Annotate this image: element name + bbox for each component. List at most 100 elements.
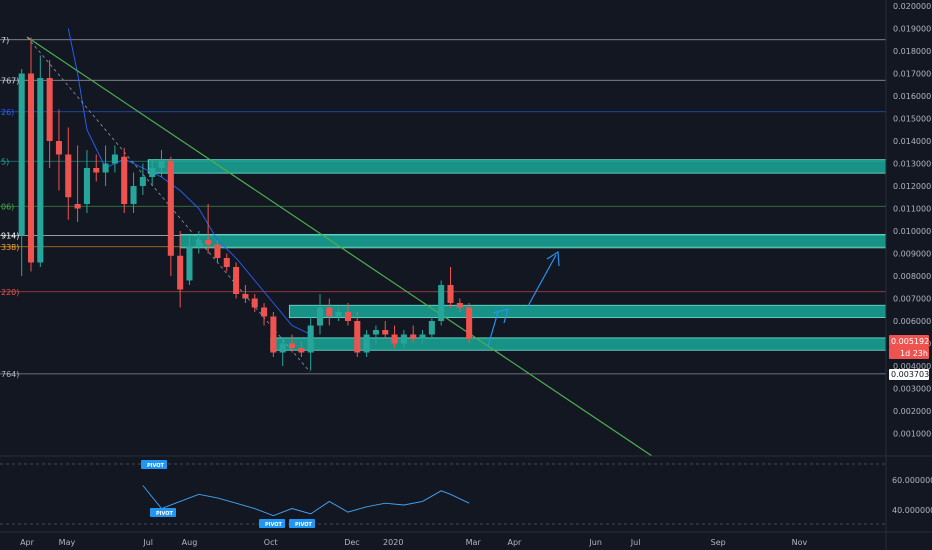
price-tick-label: 0.003000 [893,385,931,394]
price-tick-label: 0.008000 [893,272,931,281]
pivot-label-4: PIVOT [295,522,313,528]
candle-body [363,334,370,353]
price-tick-label: 0.012000 [893,182,931,191]
candle-body [372,330,379,335]
price-zone [147,159,887,174]
countdown-label: 1d 23h [900,349,928,358]
candle-body [270,316,277,353]
candle-body [447,285,454,303]
pivot-label-3: PIVOT [265,522,283,528]
candle-body [391,334,398,344]
price-zone [270,337,887,351]
fib-level-label: 764) [1,370,19,379]
candle-body [186,246,193,281]
candle-body [111,154,118,164]
pivot-marker-1 [141,460,167,469]
candle-body [205,240,212,245]
candle-body [288,343,296,348]
candle-body [121,156,128,204]
candle-body [214,244,221,258]
projection-arrows[interactable] [487,250,560,347]
candle-body [466,307,473,339]
candle-body [261,307,268,317]
candle-body [167,161,174,256]
time-tick-label: Dec [344,538,359,547]
time-tick-label: Jul [142,538,153,547]
price-tick-label: 0.016000 [893,92,931,101]
pivot-markers[interactable]: PIVOT PIVOT PIVOT PIVOT [141,460,315,528]
arrowhead-2 [546,250,560,267]
price-tick-label: 0.001000 [893,430,931,439]
price-tick-label: 0.006000 [893,317,931,326]
candle-body [55,141,62,155]
time-tick-label: Oct [264,538,278,547]
oscillator-line [142,485,470,517]
descending-trendline[interactable] [26,36,653,457]
candle-body [223,258,230,267]
low-level-label: 0.003703 [891,370,929,379]
time-tick-label: Apr [508,538,523,547]
price-tick-label: 0.017000 [893,70,931,79]
candle-body [195,240,202,247]
price-tick-label: 0.009000 [893,250,931,259]
current-price-label: 0.005192 [891,337,929,346]
candle-body [158,161,165,168]
price-tick-label: 0.014000 [893,137,931,146]
time-tick-label: Nov [792,538,808,547]
time-tick-label: Jul [630,538,641,547]
candle-body [177,255,184,290]
candle-body [149,168,156,177]
candle-body [456,303,463,308]
price-tick-label: 0.004000 [893,362,931,371]
time-tick-label: May [59,538,76,547]
current-price-tag [889,335,929,347]
arrowhead-1 [492,308,509,324]
candle-body [335,312,342,317]
candle-body [18,73,25,236]
countdown-tag [889,347,929,359]
fib-level-label: 26) [1,108,14,117]
oscillator-panel [142,485,470,517]
time-tick-label: Apr [20,538,35,547]
candle-body [298,348,305,353]
candle-body [438,285,445,321]
candle-body [428,321,435,335]
candle-body [46,78,53,141]
candle-body [74,204,81,209]
osc-tick-40: 40.000000 [892,506,932,515]
price-tick-label: 0.015000 [893,115,931,124]
moving-average-blue [67,28,311,335]
candle-body [139,177,146,186]
candle-body [410,334,417,339]
price-axis[interactable]: 0.020000 0.019000 0.018000 0.017000 0.016000… [893,2,931,439]
time-axis[interactable]: Apr May Jul Aug Oct Dec 2020 Mar Apr Jun Jul Sep Nov [20,538,807,547]
price-zone [179,233,887,249]
projection-arrow-2 [527,254,557,307]
osc-tick-60: 60.000000 [892,476,932,485]
pivot-label-1: PIVOT [147,463,165,469]
fib-level-label: 5) [1,157,9,166]
projection-arrow-1 [487,311,499,347]
pivot-label-2: PIVOT [156,511,174,517]
candle-body [83,168,90,204]
fib-level-label: 914) [1,232,19,241]
fib-level-label: 06) [1,202,14,211]
price-tick-label: 0.011000 [893,205,931,214]
time-tick-label: Mar [466,538,482,547]
candle-body [93,168,100,173]
price-tags: 0.005192 1d 23h 0.003703 [889,335,929,380]
price-tick-label: 0.020000 [893,2,931,11]
time-tick-label: 2020 [383,538,403,547]
time-tick-label: Jun [588,538,602,547]
pivot-marker-2 [150,508,176,517]
candle-body [419,334,426,339]
candle-body [37,78,44,263]
candle-body [242,294,249,299]
candle-body [251,298,258,308]
fib-level-label: 338) [1,243,19,252]
price-tick-label: 0.002000 [893,407,931,416]
fib-level-label: 767) [1,76,19,85]
dashed-projection-line[interactable] [26,36,311,373]
